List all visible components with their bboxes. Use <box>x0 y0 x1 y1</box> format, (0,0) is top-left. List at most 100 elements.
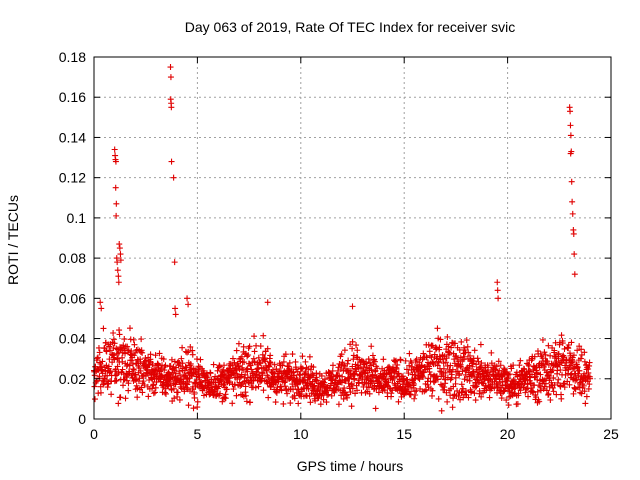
data-point <box>458 338 465 345</box>
data-point <box>575 372 582 379</box>
data-point <box>463 337 470 344</box>
data-point <box>349 345 356 352</box>
data-point <box>354 387 361 394</box>
data-point <box>369 352 376 359</box>
data-point <box>112 372 119 379</box>
data-point <box>435 395 442 402</box>
data-point <box>116 331 123 338</box>
data-point <box>571 271 578 278</box>
data-point <box>421 369 428 376</box>
data-point <box>477 341 484 348</box>
data-point <box>223 386 230 393</box>
data-point <box>115 279 122 286</box>
data-point <box>269 366 276 373</box>
data-point <box>566 364 573 371</box>
data-point <box>437 381 444 388</box>
data-point <box>280 358 287 365</box>
data-point <box>174 393 181 400</box>
data-point <box>211 376 218 383</box>
data-point <box>130 336 137 343</box>
data-point <box>98 305 105 312</box>
data-point <box>446 349 453 356</box>
data-point <box>95 344 102 351</box>
axis-ticks: 0 5 10 15 20 25 0 0.02 0.04 0.06 0.08 0.1 0.12 0.14 0.… <box>59 49 619 442</box>
data-point <box>257 343 264 350</box>
data-point <box>114 363 121 370</box>
data-point <box>329 362 336 369</box>
data-point <box>125 387 132 394</box>
data-point <box>302 358 309 365</box>
data-point <box>267 352 274 359</box>
data-point <box>470 358 477 365</box>
data-point <box>94 355 101 362</box>
data-point <box>126 362 133 369</box>
data-point <box>562 367 569 374</box>
data-point <box>91 396 98 403</box>
data-point <box>104 384 111 391</box>
data-point <box>317 401 324 408</box>
data-point <box>307 399 314 406</box>
data-point <box>466 352 473 359</box>
data-point <box>570 390 577 397</box>
y-tick-label: 0.04 <box>59 331 86 347</box>
data-point <box>286 359 293 366</box>
data-point <box>370 378 377 385</box>
y-tick-label: 0.18 <box>59 49 86 65</box>
data-point <box>560 381 567 388</box>
y-tick-label: 0.06 <box>59 290 86 306</box>
data-point <box>100 325 107 332</box>
data-point <box>115 400 122 407</box>
data-point <box>497 362 504 369</box>
data-point <box>493 363 500 370</box>
data-point <box>587 375 594 382</box>
data-point <box>309 371 316 378</box>
data-point <box>97 299 104 306</box>
data-point <box>413 356 420 363</box>
data-point <box>547 352 554 359</box>
data-point <box>449 404 456 411</box>
data-point <box>176 396 183 403</box>
data-point <box>521 380 528 387</box>
data-point <box>295 400 302 407</box>
data-point <box>452 374 459 381</box>
data-point <box>390 374 397 381</box>
data-point <box>233 347 240 354</box>
data-point <box>172 370 179 377</box>
data-point <box>143 357 150 364</box>
data-point <box>458 364 465 371</box>
y-tick-label: 0 <box>78 411 86 427</box>
data-point <box>282 383 289 390</box>
data-point <box>312 397 319 404</box>
data-point <box>568 178 575 185</box>
data-point <box>236 366 243 373</box>
data-point <box>230 386 237 393</box>
data-point <box>168 158 175 165</box>
data-point <box>529 371 536 378</box>
data-point <box>473 383 480 390</box>
data-point <box>272 388 279 395</box>
data-point <box>116 245 123 252</box>
data-point <box>569 198 576 205</box>
data-point <box>172 305 179 312</box>
data-point <box>139 349 146 356</box>
data-point <box>219 398 226 405</box>
data-point <box>440 372 447 379</box>
data-point <box>328 392 335 399</box>
data-point <box>550 388 557 395</box>
data-point <box>452 380 459 387</box>
data-point <box>471 347 478 354</box>
data-point <box>141 382 148 389</box>
data-point <box>569 365 576 372</box>
data-point <box>368 366 375 373</box>
data-point <box>547 397 554 404</box>
data-point <box>478 393 485 400</box>
data-point <box>145 393 152 400</box>
data-point <box>477 374 484 381</box>
data-point <box>388 390 395 397</box>
data-point <box>569 210 576 217</box>
data-point <box>541 349 548 356</box>
x-tick-label: 0 <box>90 426 98 442</box>
data-point <box>567 362 574 369</box>
data-point <box>152 352 159 359</box>
